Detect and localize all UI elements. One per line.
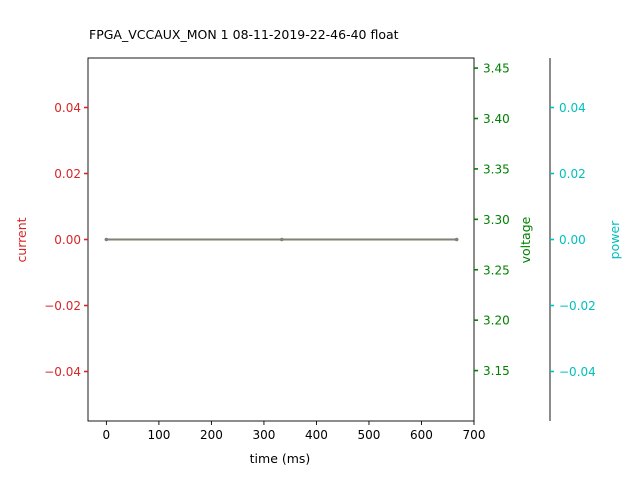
voltage-tick-label: 3.40 (483, 112, 510, 126)
current-tick-label: 0.02 (54, 167, 81, 181)
power-tick-label: −0.02 (559, 299, 596, 313)
current-tick-label: 0.04 (54, 101, 81, 115)
voltage-tick-label: 3.15 (483, 364, 510, 378)
current-tick-label: −0.04 (44, 365, 81, 379)
voltage-tick-label: 3.20 (483, 314, 510, 328)
chart-title: FPGA_VCCAUX_MON 1 08-11-2019-22-46-40 fl… (89, 27, 399, 42)
current-tick-label: 0.00 (54, 233, 81, 247)
voltage-axis-ticks: 3.15 3.20 3.25 3.30 3.35 3.40 3.45 (474, 62, 510, 378)
voltage-axis-label: voltage (518, 216, 533, 263)
power-series-point (280, 237, 284, 242)
x-tick-label: 600 (410, 428, 433, 442)
x-tick-label: 200 (200, 428, 223, 442)
x-tick-label: 100 (147, 428, 170, 442)
power-axis-ticks: −0.04 −0.02 0.00 0.02 0.04 (550, 101, 596, 379)
x-tick-label: 0 (103, 428, 111, 442)
power-tick-label: 0.00 (559, 233, 586, 247)
power-series-point (104, 237, 108, 242)
x-tick-label: 500 (358, 428, 381, 442)
voltage-tick-label: 3.35 (483, 162, 510, 176)
x-tick-label: 700 (463, 428, 486, 442)
voltage-tick-label: 3.25 (483, 263, 510, 277)
power-tick-label: 0.02 (559, 167, 586, 181)
power-tick-label: −0.04 (559, 365, 596, 379)
x-tick-label: 300 (252, 428, 275, 442)
power-tick-label: 0.04 (559, 101, 586, 115)
current-axis-label: current (14, 217, 29, 262)
current-tick-label: −0.02 (44, 299, 81, 313)
current-axis-ticks: −0.04 −0.02 0.00 0.02 0.04 (44, 101, 88, 379)
power-series-point (455, 237, 459, 242)
voltage-tick-label: 3.30 (483, 213, 510, 227)
x-axis-ticks: 0 100 200 300 400 500 600 700 (103, 421, 486, 442)
x-axis-label: time (ms) (250, 451, 311, 466)
x-tick-label: 400 (305, 428, 328, 442)
power-axis-label: power (607, 220, 622, 259)
voltage-tick-label: 3.45 (483, 62, 510, 76)
series-layer (104, 237, 459, 242)
